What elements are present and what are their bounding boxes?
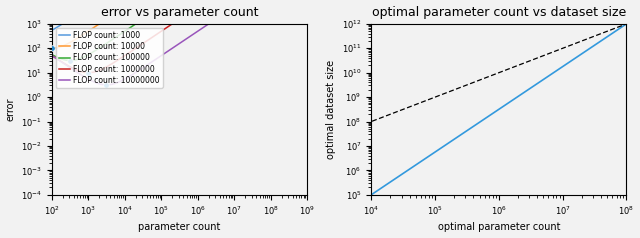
FLOP count: 100000: (1.18e+03, 63): 100000: (1.18e+03, 63) [87,52,95,55]
FLOP count: 1000000: (1.18e+03, 10.1): 1000000: (1.18e+03, 10.1) [87,71,95,74]
FLOP count: 100000: (260, 32.2): 100000: (260, 32.2) [63,59,71,62]
FLOP count: 10000000: (4.29e+04, 21.6): 10000000: (4.29e+04, 21.6) [144,63,152,66]
Title: error vs parameter count: error vs parameter count [100,5,258,19]
FLOP count: 10000000: (5.34e+05, 267): 10000000: (5.34e+05, 267) [184,36,191,39]
FLOP count: 1000: (31.2, 316): 1000: (31.2, 316) [29,35,37,38]
FLOP count: 10000: (1.18e+03, 592): 10000: (1.18e+03, 592) [87,28,95,31]
FLOP count: 100000: (313, 31.6): 100000: (313, 31.6) [66,59,74,62]
X-axis label: optimal parameter count: optimal parameter count [438,223,560,233]
FLOP count: 1000000: (5.34e+05, 2.67e+03): 1000000: (5.34e+05, 2.67e+03) [184,12,191,15]
Title: optimal parameter count vs dataset size: optimal parameter count vs dataset size [372,5,626,19]
FLOP count: 100000: (4.29e+04, 2.15e+03): 100000: (4.29e+04, 2.15e+03) [144,14,152,17]
Line: FLOP count: 10000: FLOP count: 10000 [15,0,307,48]
FLOP count: 10000000: (3.14e+03, 3.16): 10000000: (3.14e+03, 3.16) [102,84,110,86]
FLOP count: 1000: (10, 550): 1000: (10, 550) [12,29,19,32]
X-axis label: parameter count: parameter count [138,223,221,233]
FLOP count: 1000000: (10, 500): 1000000: (10, 500) [12,30,19,33]
Line: FLOP count: 1000000: FLOP count: 1000000 [15,0,307,73]
FLOP count: 10000000: (2.27e+06, 1.13e+03): 10000000: (2.27e+06, 1.13e+03) [207,21,214,24]
FLOP count: 10000: (100, 100): 10000: (100, 100) [48,47,56,50]
Line: FLOP count: 100000: FLOP count: 100000 [15,0,307,60]
Legend: FLOP count: 1000, FLOP count: 10000, FLOP count: 100000, FLOP count: 1000000, FL: FLOP count: 1000, FLOP count: 10000, FLO… [56,28,163,88]
FLOP count: 1000000: (260, 20.5): 1000000: (260, 20.5) [63,64,71,67]
Y-axis label: optimal dataset size: optimal dataset size [326,60,336,159]
FLOP count: 10000000: (1.14e+03, 4.96): 10000000: (1.14e+03, 4.96) [86,79,94,82]
Line: FLOP count: 10000000: FLOP count: 10000000 [15,0,307,85]
FLOP count: 10000000: (1.09e+07, 5.44e+03): 10000000: (1.09e+07, 5.44e+03) [232,5,239,7]
FLOP count: 10000000: (260, 19.3): 10000000: (260, 19.3) [63,64,71,67]
FLOP count: 1000: (1.18e+03, 5.88e+03): 1000: (1.18e+03, 5.88e+03) [87,4,95,6]
Y-axis label: error: error [6,98,15,121]
FLOP count: 1000: (269, 1.36e+03): 1000: (269, 1.36e+03) [64,19,72,22]
FLOP count: 10000: (10, 505): 10000: (10, 505) [12,30,19,33]
FLOP count: 10000: (269, 153): 10000: (269, 153) [64,42,72,45]
FLOP count: 10000000: (10, 500): 10000000: (10, 500) [12,30,19,33]
Line: FLOP count: 1000: FLOP count: 1000 [15,0,307,36]
FLOP count: 1000000: (4.29e+04, 215): 1000000: (4.29e+04, 215) [144,39,152,42]
FLOP count: 100000: (10, 500): 100000: (10, 500) [12,30,19,33]
FLOP count: 1000000: (1.01e+03, 10): 1000000: (1.01e+03, 10) [84,71,92,74]
